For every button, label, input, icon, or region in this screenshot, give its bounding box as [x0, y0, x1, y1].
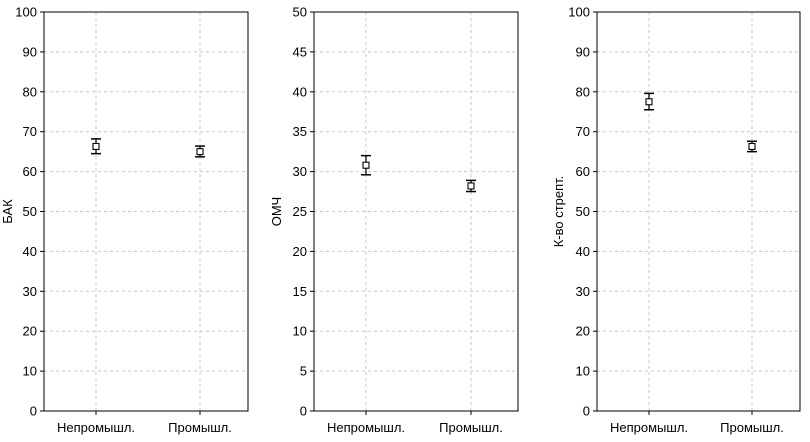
y-tick-label: 0 — [300, 404, 307, 419]
mean-marker — [92, 142, 100, 151]
y-tick-label: 40 — [23, 244, 37, 259]
y-tick-label: 25 — [293, 204, 307, 219]
y-axis-title: ОМЧ — [269, 197, 284, 226]
y-tick-label: 10 — [576, 364, 590, 379]
y-axis-title: БАК — [0, 199, 15, 224]
y-tick-label: 50 — [293, 5, 307, 20]
y-tick-label: 10 — [23, 364, 37, 379]
y-tick-label: 30 — [23, 284, 37, 299]
mean-marker — [645, 98, 653, 106]
chart-panel-1: 0 10 20 30 40 50 60 70 80 90 100 Непромышл. Промышл.… — [0, 5, 249, 435]
y-tick-label: 70 — [23, 124, 37, 139]
y-tick-label: 0 — [30, 404, 37, 419]
y-tick-label: 5 — [300, 364, 307, 379]
y-tick-label: 60 — [576, 164, 590, 179]
y-tick-label: 40 — [576, 244, 590, 259]
y-tick-label: 20 — [576, 324, 590, 339]
y-tick-label: 70 — [576, 124, 590, 139]
x-category-label: Промышл. — [720, 420, 784, 435]
y-tick-label: 90 — [23, 44, 37, 59]
y-tick-label: 80 — [23, 84, 37, 99]
x-category-label: Непромышл. — [327, 420, 405, 435]
x-category-label: Непромышл. — [57, 420, 135, 435]
mean-marker — [748, 142, 756, 151]
y-tick-label: 50 — [23, 204, 37, 219]
mean-marker — [362, 161, 370, 169]
y-tick-label: 20 — [23, 324, 37, 339]
y-tick-label: 100 — [568, 5, 590, 20]
x-category-label: Промышл. — [439, 420, 503, 435]
y-tick-label: 30 — [293, 164, 307, 179]
x-category-label: Промышл. — [168, 420, 232, 435]
y-tick-label: 20 — [293, 244, 307, 259]
y-tick-label: 0 — [583, 404, 590, 419]
y-tick-label: 90 — [576, 44, 590, 59]
y-tick-label: 40 — [293, 84, 307, 99]
y-tick-label: 15 — [293, 284, 307, 299]
y-tick-label: 50 — [576, 204, 590, 219]
y-tick-label: 35 — [293, 124, 307, 139]
chart-panel-2: 0 5 10 15 20 25 30 35 40 45 50 Непромышл. Промышл. ОМ… — [269, 5, 519, 435]
x-category-label: Непромышл. — [610, 420, 688, 435]
y-tick-label: 100 — [15, 5, 37, 20]
y-tick-label: 30 — [576, 284, 590, 299]
mean-marker — [467, 182, 475, 190]
mean-marker — [196, 148, 204, 156]
chart-panel-3: 0 10 20 30 40 50 60 70 80 90 100 Непромышл. Промышл.… — [551, 5, 801, 435]
y-tick-label: 10 — [293, 324, 307, 339]
y-tick-label: 80 — [576, 84, 590, 99]
y-axis-title: К-во стрепт. — [551, 176, 566, 248]
y-tick-label: 60 — [23, 164, 37, 179]
y-tick-label: 45 — [293, 44, 307, 59]
